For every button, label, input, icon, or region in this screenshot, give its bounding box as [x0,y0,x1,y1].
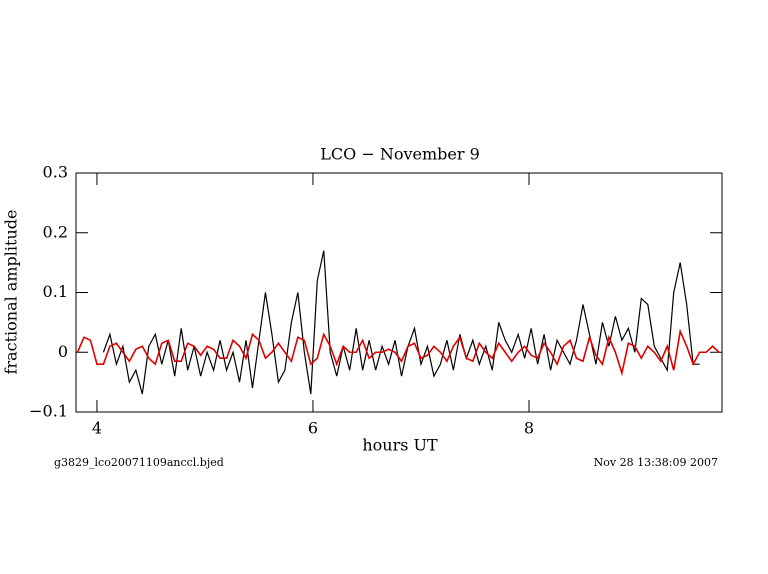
chart-title: LCO − November 9 [320,145,480,164]
y-tick-label: 0.3 [43,163,68,182]
y-tick-label: 0.1 [43,282,68,301]
series-line [76,328,720,377]
footer-left: g3829_lco20071109anccl.bjed [54,456,224,469]
y-axis-label: fractional amplitude [2,210,21,375]
y-tick-label: −0.1 [29,402,68,421]
x-tick-label: 4 [92,419,102,438]
footer-right: Nov 28 13:38:09 2007 [594,456,718,469]
y-tick-label: 0.2 [43,222,68,241]
series-line [102,250,700,395]
y-tick-label: 0 [58,342,68,361]
x-tick-label: 8 [524,419,534,438]
x-tick-label: 6 [308,419,318,438]
x-axis-label: hours UT [362,436,438,455]
